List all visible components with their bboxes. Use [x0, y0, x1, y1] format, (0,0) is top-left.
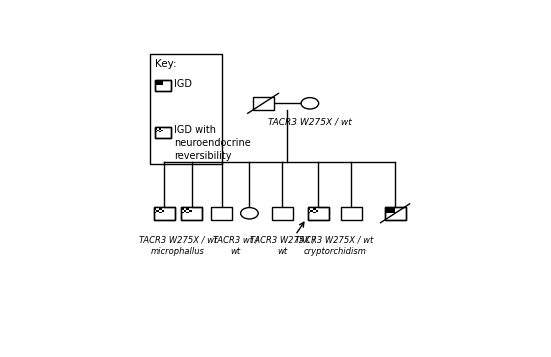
Bar [155, 80, 171, 91]
Bar [154, 210, 156, 212]
Bar [159, 212, 161, 213]
Bar [181, 208, 184, 210]
Bar [307, 206, 328, 220]
Bar [189, 208, 192, 210]
Bar [155, 127, 171, 137]
Bar [189, 206, 192, 208]
Bar [154, 208, 156, 210]
Bar [310, 206, 313, 208]
Bar [156, 130, 159, 131]
Text: IGD: IGD [174, 79, 192, 89]
Bar [161, 206, 164, 208]
Bar [181, 212, 184, 213]
Bar [181, 210, 184, 212]
Bar [184, 212, 186, 213]
Bar [161, 127, 163, 128]
Bar [154, 206, 156, 208]
Bar [313, 206, 316, 208]
Bar [186, 208, 189, 210]
Bar [310, 208, 313, 210]
Bar [154, 206, 175, 220]
Text: TACR3 W275X / wt: TACR3 W275X / wt [268, 117, 352, 126]
Bar [154, 206, 175, 220]
Text: Key:: Key: [155, 59, 176, 69]
Bar [155, 128, 156, 130]
Bar [159, 210, 161, 212]
Bar [316, 210, 318, 212]
Bar [155, 80, 171, 91]
Bar [159, 208, 161, 210]
Bar [156, 127, 159, 128]
Text: IGD with
neuroendocrine
reversibility: IGD with neuroendocrine reversibility [174, 125, 251, 161]
Bar [156, 208, 159, 210]
Bar [186, 206, 189, 208]
Text: TACR3 W275X / wt
cryptorchidism: TACR3 W275X / wt cryptorchidism [295, 235, 374, 256]
Bar [181, 206, 184, 208]
Bar [184, 210, 186, 212]
Bar [307, 212, 310, 213]
Bar [159, 131, 161, 132]
Bar [316, 208, 318, 210]
Bar [156, 210, 159, 212]
Bar [385, 206, 406, 220]
Text: TACR3 wt /
wt: TACR3 wt / wt [213, 235, 258, 256]
Bar [155, 131, 156, 132]
Bar [161, 210, 164, 212]
Bar [313, 208, 316, 210]
Bar [307, 208, 310, 210]
Bar [155, 127, 171, 137]
Text: TACR3 W275X / wt
microphallus: TACR3 W275X / wt microphallus [139, 235, 217, 256]
Bar [154, 212, 156, 213]
Bar [307, 206, 310, 208]
Bar [385, 206, 395, 213]
Bar [307, 210, 310, 212]
Bar [313, 212, 316, 213]
Bar [155, 80, 163, 85]
Bar [316, 212, 318, 213]
Bar [156, 128, 159, 130]
Bar [253, 96, 274, 110]
Bar [161, 208, 164, 210]
Bar [310, 210, 313, 212]
Bar [159, 130, 161, 131]
Bar [161, 128, 163, 130]
Bar [186, 212, 189, 213]
Bar [156, 131, 159, 132]
Bar [155, 130, 156, 131]
Bar [272, 206, 293, 220]
Bar [307, 206, 328, 220]
Bar [161, 212, 164, 213]
Bar [159, 128, 161, 130]
Ellipse shape [241, 207, 258, 219]
Bar [181, 206, 202, 220]
Bar [155, 127, 156, 128]
Bar [156, 212, 159, 213]
Bar [313, 210, 316, 212]
Bar [159, 127, 161, 128]
Bar [385, 206, 406, 220]
Ellipse shape [301, 97, 318, 109]
Bar [150, 54, 222, 164]
Bar [161, 131, 163, 132]
Bar [310, 212, 313, 213]
Bar [212, 206, 233, 220]
Bar [189, 210, 192, 212]
Bar [159, 206, 161, 208]
Bar [181, 206, 202, 220]
Bar [186, 210, 189, 212]
Bar [184, 206, 186, 208]
Bar [156, 206, 159, 208]
Bar [161, 130, 163, 131]
Bar [184, 208, 186, 210]
Bar [189, 212, 192, 213]
Bar [316, 206, 318, 208]
Text: TACR3 W275X /
wt: TACR3 W275X / wt [250, 235, 315, 256]
Bar [341, 206, 361, 220]
